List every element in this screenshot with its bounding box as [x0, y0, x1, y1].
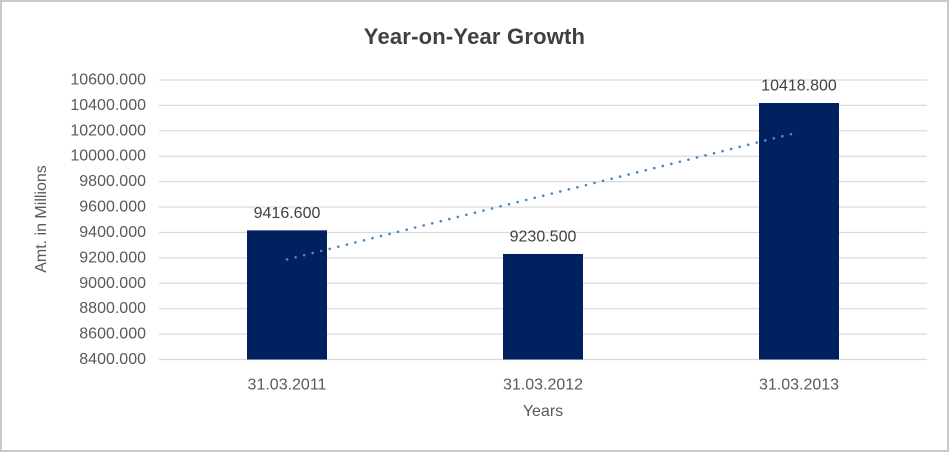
y-tick-label: 10400.000	[70, 97, 146, 114]
y-tick-label: 9000.000	[79, 275, 146, 292]
y-tick-label: 8400.000	[79, 351, 146, 368]
bar-data-label: 9416.600	[254, 205, 321, 222]
y-tick-label: 10600.000	[70, 72, 146, 89]
trendline	[285, 130, 801, 261]
bar	[503, 253, 583, 360]
bar	[247, 230, 327, 360]
bar-data-label: 9230.500	[510, 228, 577, 245]
chart-title: Year-on-Year Growth	[363, 24, 586, 49]
y-tick-label: 8800.000	[79, 300, 146, 317]
y-tick-label: 9200.000	[79, 249, 146, 266]
bar-data-label: 10418.800	[761, 78, 837, 95]
x-category-label: 31.03.2012	[503, 377, 583, 394]
x-category-label: 31.03.2013	[759, 377, 839, 394]
y-tick-label: 10000.000	[70, 148, 146, 165]
y-tick-label: 9800.000	[79, 173, 146, 190]
y-tick-label: 9600.000	[79, 199, 146, 216]
bar	[759, 103, 839, 360]
x-axis-title: Years	[522, 403, 564, 420]
y-tick-label: 8600.000	[79, 326, 146, 343]
y-tick-label: 10200.000	[70, 122, 146, 139]
x-category-label: 31.03.2011	[248, 377, 327, 394]
y-tick-label: 9400.000	[79, 224, 146, 241]
